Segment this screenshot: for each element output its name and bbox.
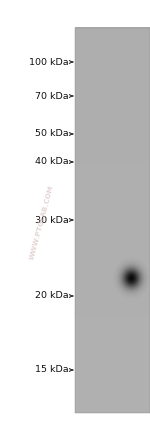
Text: 15 kDa: 15 kDa xyxy=(35,366,69,374)
Text: 20 kDa: 20 kDa xyxy=(35,291,69,300)
Text: 100 kDa: 100 kDa xyxy=(29,57,69,66)
Text: 70 kDa: 70 kDa xyxy=(35,92,69,101)
Bar xyxy=(75,28,150,413)
Text: 50 kDa: 50 kDa xyxy=(35,130,69,139)
Text: 40 kDa: 40 kDa xyxy=(35,158,69,166)
Text: 30 kDa: 30 kDa xyxy=(35,216,69,225)
Text: WWW.PTGLAB.COM: WWW.PTGLAB.COM xyxy=(29,184,55,261)
